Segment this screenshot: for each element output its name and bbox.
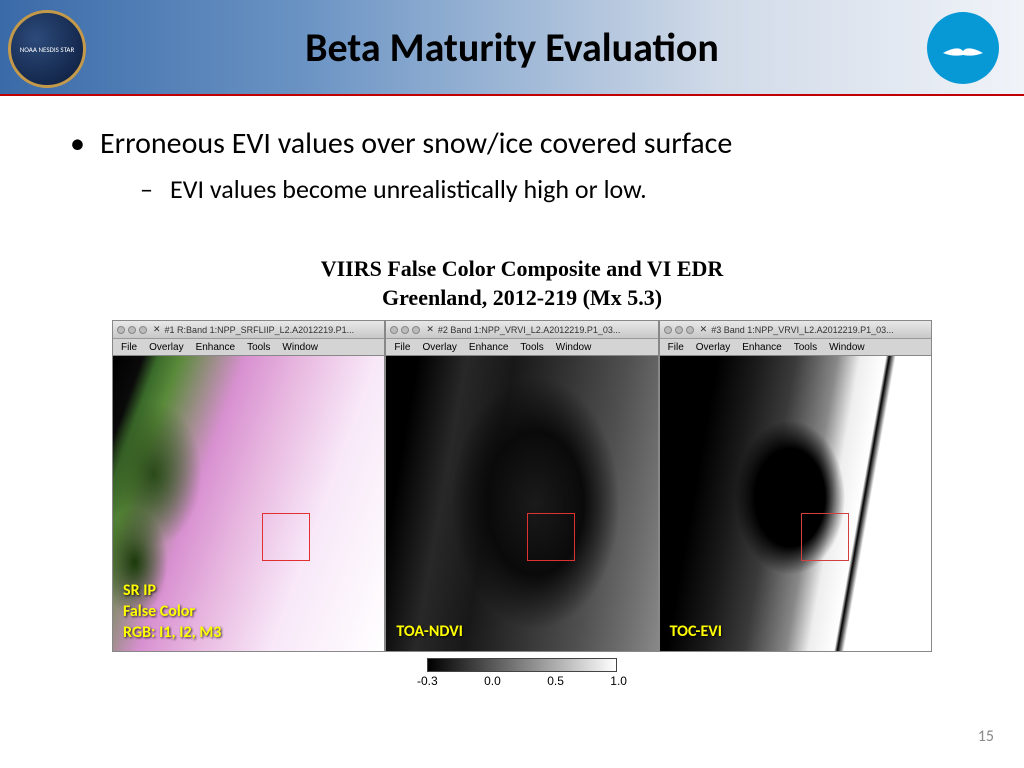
menu-window[interactable]: Window [556,342,592,353]
panel-titlebar: ✕ #3 Band 1:NPP_VRVI_L2.A2012219.P1_03..… [660,321,931,339]
panel-toc-evi: ✕ #3 Band 1:NPP_VRVI_L2.A2012219.P1_03..… [659,320,932,652]
panel-titlebar: ✕ #1 R:Band 1:NPP_SRFLIIP_L2.A2012219.P1… [113,321,384,339]
menu-file[interactable]: File [121,342,137,353]
figure-title-line-1: VIIRS False Color Composite and VI EDR [321,256,724,281]
panel-title-text: #1 R:Band 1:NPP_SRFLIIP_L2.A2012219.P1..… [165,325,355,335]
panel-image: TOA-NDVI [386,356,657,651]
menu-file[interactable]: File [668,342,684,353]
window-controls-icon: ✕ [426,324,434,335]
panel-menubar: File Overlay Enhance Tools Window [386,339,657,356]
menu-enhance[interactable]: Enhance [469,342,508,353]
panel-menubar: File Overlay Enhance Tools Window [660,339,931,356]
colorbar-tick: 0.0 [484,674,501,688]
menu-overlay[interactable]: Overlay [696,342,730,353]
roi-box [262,513,310,561]
figure-title: VIIRS False Color Composite and VI EDR G… [70,255,974,312]
colorbar-container: -0.3 0.0 0.5 1.0 [70,658,974,688]
colorbar-tick: 1.0 [610,674,627,688]
slide-header: NOAA NESDIS STAR Beta Maturity Evaluatio… [0,0,1024,96]
menu-file[interactable]: File [394,342,410,353]
menu-overlay[interactable]: Overlay [422,342,456,353]
panel-title-text: #3 Band 1:NPP_VRVI_L2.A2012219.P1_03... [711,325,893,335]
panel-label: SR IP False Color RGB: I1, I2, M3 [123,581,221,643]
window-traffic-lights [117,326,147,334]
window-controls-icon: ✕ [700,324,708,335]
slide-body: Erroneous EVI values over snow/ice cover… [0,96,1024,688]
menu-enhance[interactable]: Enhance [742,342,781,353]
page-number: 15 [978,727,994,746]
figure-title-line-2: Greenland, 2012-219 (Mx 5.3) [382,285,662,310]
noaa-logo [927,12,999,84]
window-traffic-lights [390,326,420,334]
panel-image: TOC-EVI [660,356,931,651]
colorbar-tick-labels: -0.3 0.0 0.5 1.0 [417,674,627,688]
roi-box [527,513,575,561]
slide-title: Beta Maturity Evaluation [305,23,719,72]
panel-label: TOC-EVI [670,622,722,641]
colorbar-tick: -0.3 [417,674,438,688]
panel-toa-ndvi: ✕ #2 Band 1:NPP_VRVI_L2.A2012219.P1_03..… [385,320,658,652]
menu-tools[interactable]: Tools [247,342,270,353]
menu-tools[interactable]: Tools [794,342,817,353]
menu-overlay[interactable]: Overlay [149,342,183,353]
grayscale-colorbar [427,658,617,672]
window-controls-icon: ✕ [153,324,161,335]
nesdis-star-logo: NOAA NESDIS STAR [8,10,86,88]
logo-left-text: NOAA NESDIS STAR [20,45,75,54]
bullet-level-1: Erroneous EVI values over snow/ice cover… [100,126,974,162]
menu-tools[interactable]: Tools [520,342,543,353]
panel-label: TOA-NDVI [396,622,463,641]
window-traffic-lights [664,326,694,334]
menu-window[interactable]: Window [829,342,865,353]
panel-menubar: File Overlay Enhance Tools Window [113,339,384,356]
image-panels-row: ✕ #1 R:Band 1:NPP_SRFLIIP_L2.A2012219.P1… [112,320,932,652]
menu-window[interactable]: Window [282,342,318,353]
menu-enhance[interactable]: Enhance [196,342,235,353]
colorbar-tick: 0.5 [547,674,564,688]
panel-image: SR IP False Color RGB: I1, I2, M3 [113,356,384,651]
roi-box [801,513,849,561]
panel-titlebar: ✕ #2 Band 1:NPP_VRVI_L2.A2012219.P1_03..… [386,321,657,339]
noaa-bird-icon [938,23,988,73]
bullet-level-2: EVI values become unrealistically high o… [170,174,974,205]
panel-title-text: #2 Band 1:NPP_VRVI_L2.A2012219.P1_03... [438,325,620,335]
panel-sr-ip-false-color: ✕ #1 R:Band 1:NPP_SRFLIIP_L2.A2012219.P1… [112,320,385,652]
